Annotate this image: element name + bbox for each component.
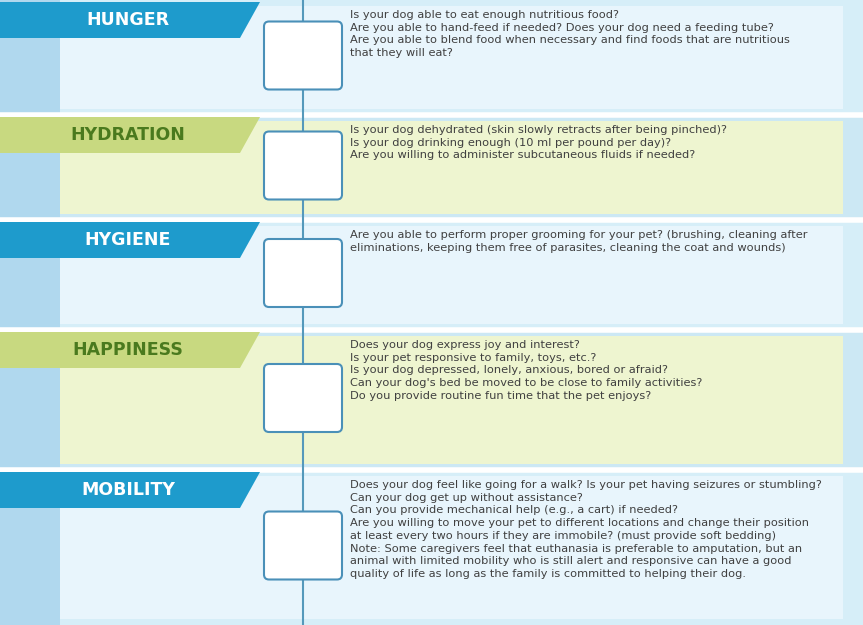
Text: Does your dog feel like going for a walk? Is your pet having seizures or stumbli: Does your dog feel like going for a walk…	[350, 480, 822, 490]
FancyBboxPatch shape	[264, 131, 342, 199]
Text: animal with limited mobility who is still alert and responsive can have a good: animal with limited mobility who is stil…	[350, 556, 791, 566]
Text: Can your dog get up without assistance?: Can your dog get up without assistance?	[350, 492, 583, 502]
Bar	[60, 476, 843, 619]
Text: MOBILITY: MOBILITY	[81, 481, 175, 499]
Text: Are you able to perform proper grooming for your pet? (brushing, cleaning after: Are you able to perform proper grooming …	[350, 230, 808, 240]
Bar	[0, 0, 863, 115]
FancyBboxPatch shape	[264, 21, 342, 89]
Text: Is your dog drinking enough (10 ml per pound per day)?: Is your dog drinking enough (10 ml per p…	[350, 138, 671, 148]
Text: HYGIENE: HYGIENE	[85, 231, 171, 249]
Text: HUNGER: HUNGER	[86, 11, 169, 29]
Bar	[0, 470, 863, 625]
Bar	[0, 220, 60, 330]
Text: Can you provide mechanical help (e.g., a cart) if needed?: Can you provide mechanical help (e.g., a…	[350, 506, 678, 516]
Text: Are you willing to move your pet to different locations and change their positio: Are you willing to move your pet to diff…	[350, 518, 809, 528]
Text: Note: Some caregivers feel that euthanasia is preferable to amputation, but an: Note: Some caregivers feel that euthanas…	[350, 544, 802, 554]
Text: that they will eat?: that they will eat?	[350, 48, 453, 58]
Text: Is your dog able to eat enough nutritious food?: Is your dog able to eat enough nutritiou…	[350, 10, 619, 20]
Bar	[0, 220, 863, 330]
Text: Is your dog dehydrated (skin slowly retracts after being pinched)?: Is your dog dehydrated (skin slowly retr…	[350, 125, 727, 135]
Text: Is your dog depressed, lonely, anxious, bored or afraid?: Is your dog depressed, lonely, anxious, …	[350, 366, 668, 376]
FancyBboxPatch shape	[264, 364, 342, 432]
Text: quality of life as long as the family is committed to helping their dog.: quality of life as long as the family is…	[350, 569, 746, 579]
Polygon shape	[0, 332, 260, 368]
Text: Does your dog express joy and interest?: Does your dog express joy and interest?	[350, 340, 580, 350]
Bar	[60, 226, 843, 324]
Polygon shape	[0, 117, 260, 153]
Bar	[60, 121, 843, 214]
Bar	[0, 330, 863, 470]
Text: Is your pet responsive to family, toys, etc.?: Is your pet responsive to family, toys, …	[350, 352, 596, 362]
Bar	[60, 336, 843, 464]
Bar	[0, 330, 60, 470]
Bar	[0, 115, 60, 220]
Text: Are you willing to administer subcutaneous fluids if needed?: Are you willing to administer subcutaneo…	[350, 151, 696, 161]
Bar	[0, 470, 60, 625]
Bar	[0, 0, 60, 115]
Bar	[0, 115, 863, 220]
Polygon shape	[0, 472, 260, 508]
Text: Are you able to blend food when necessary and find foods that are nutritious: Are you able to blend food when necessar…	[350, 36, 790, 46]
Text: Do you provide routine fun time that the pet enjoys?: Do you provide routine fun time that the…	[350, 391, 652, 401]
Text: HAPPINESS: HAPPINESS	[72, 341, 184, 359]
Text: Are you able to hand-feed if needed? Does your dog need a feeding tube?: Are you able to hand-feed if needed? Doe…	[350, 22, 774, 32]
Text: Can your dog's bed be moved to be close to family activities?: Can your dog's bed be moved to be close …	[350, 378, 702, 388]
FancyBboxPatch shape	[264, 239, 342, 307]
Text: eliminations, keeping them free of parasites, cleaning the coat and wounds): eliminations, keeping them free of paras…	[350, 242, 785, 252]
Bar	[60, 6, 843, 109]
Polygon shape	[0, 2, 260, 38]
Polygon shape	[0, 222, 260, 258]
Text: at least every two hours if they are immobile? (must provide soft bedding): at least every two hours if they are imm…	[350, 531, 776, 541]
Text: HYDRATION: HYDRATION	[71, 126, 186, 144]
FancyBboxPatch shape	[264, 511, 342, 579]
